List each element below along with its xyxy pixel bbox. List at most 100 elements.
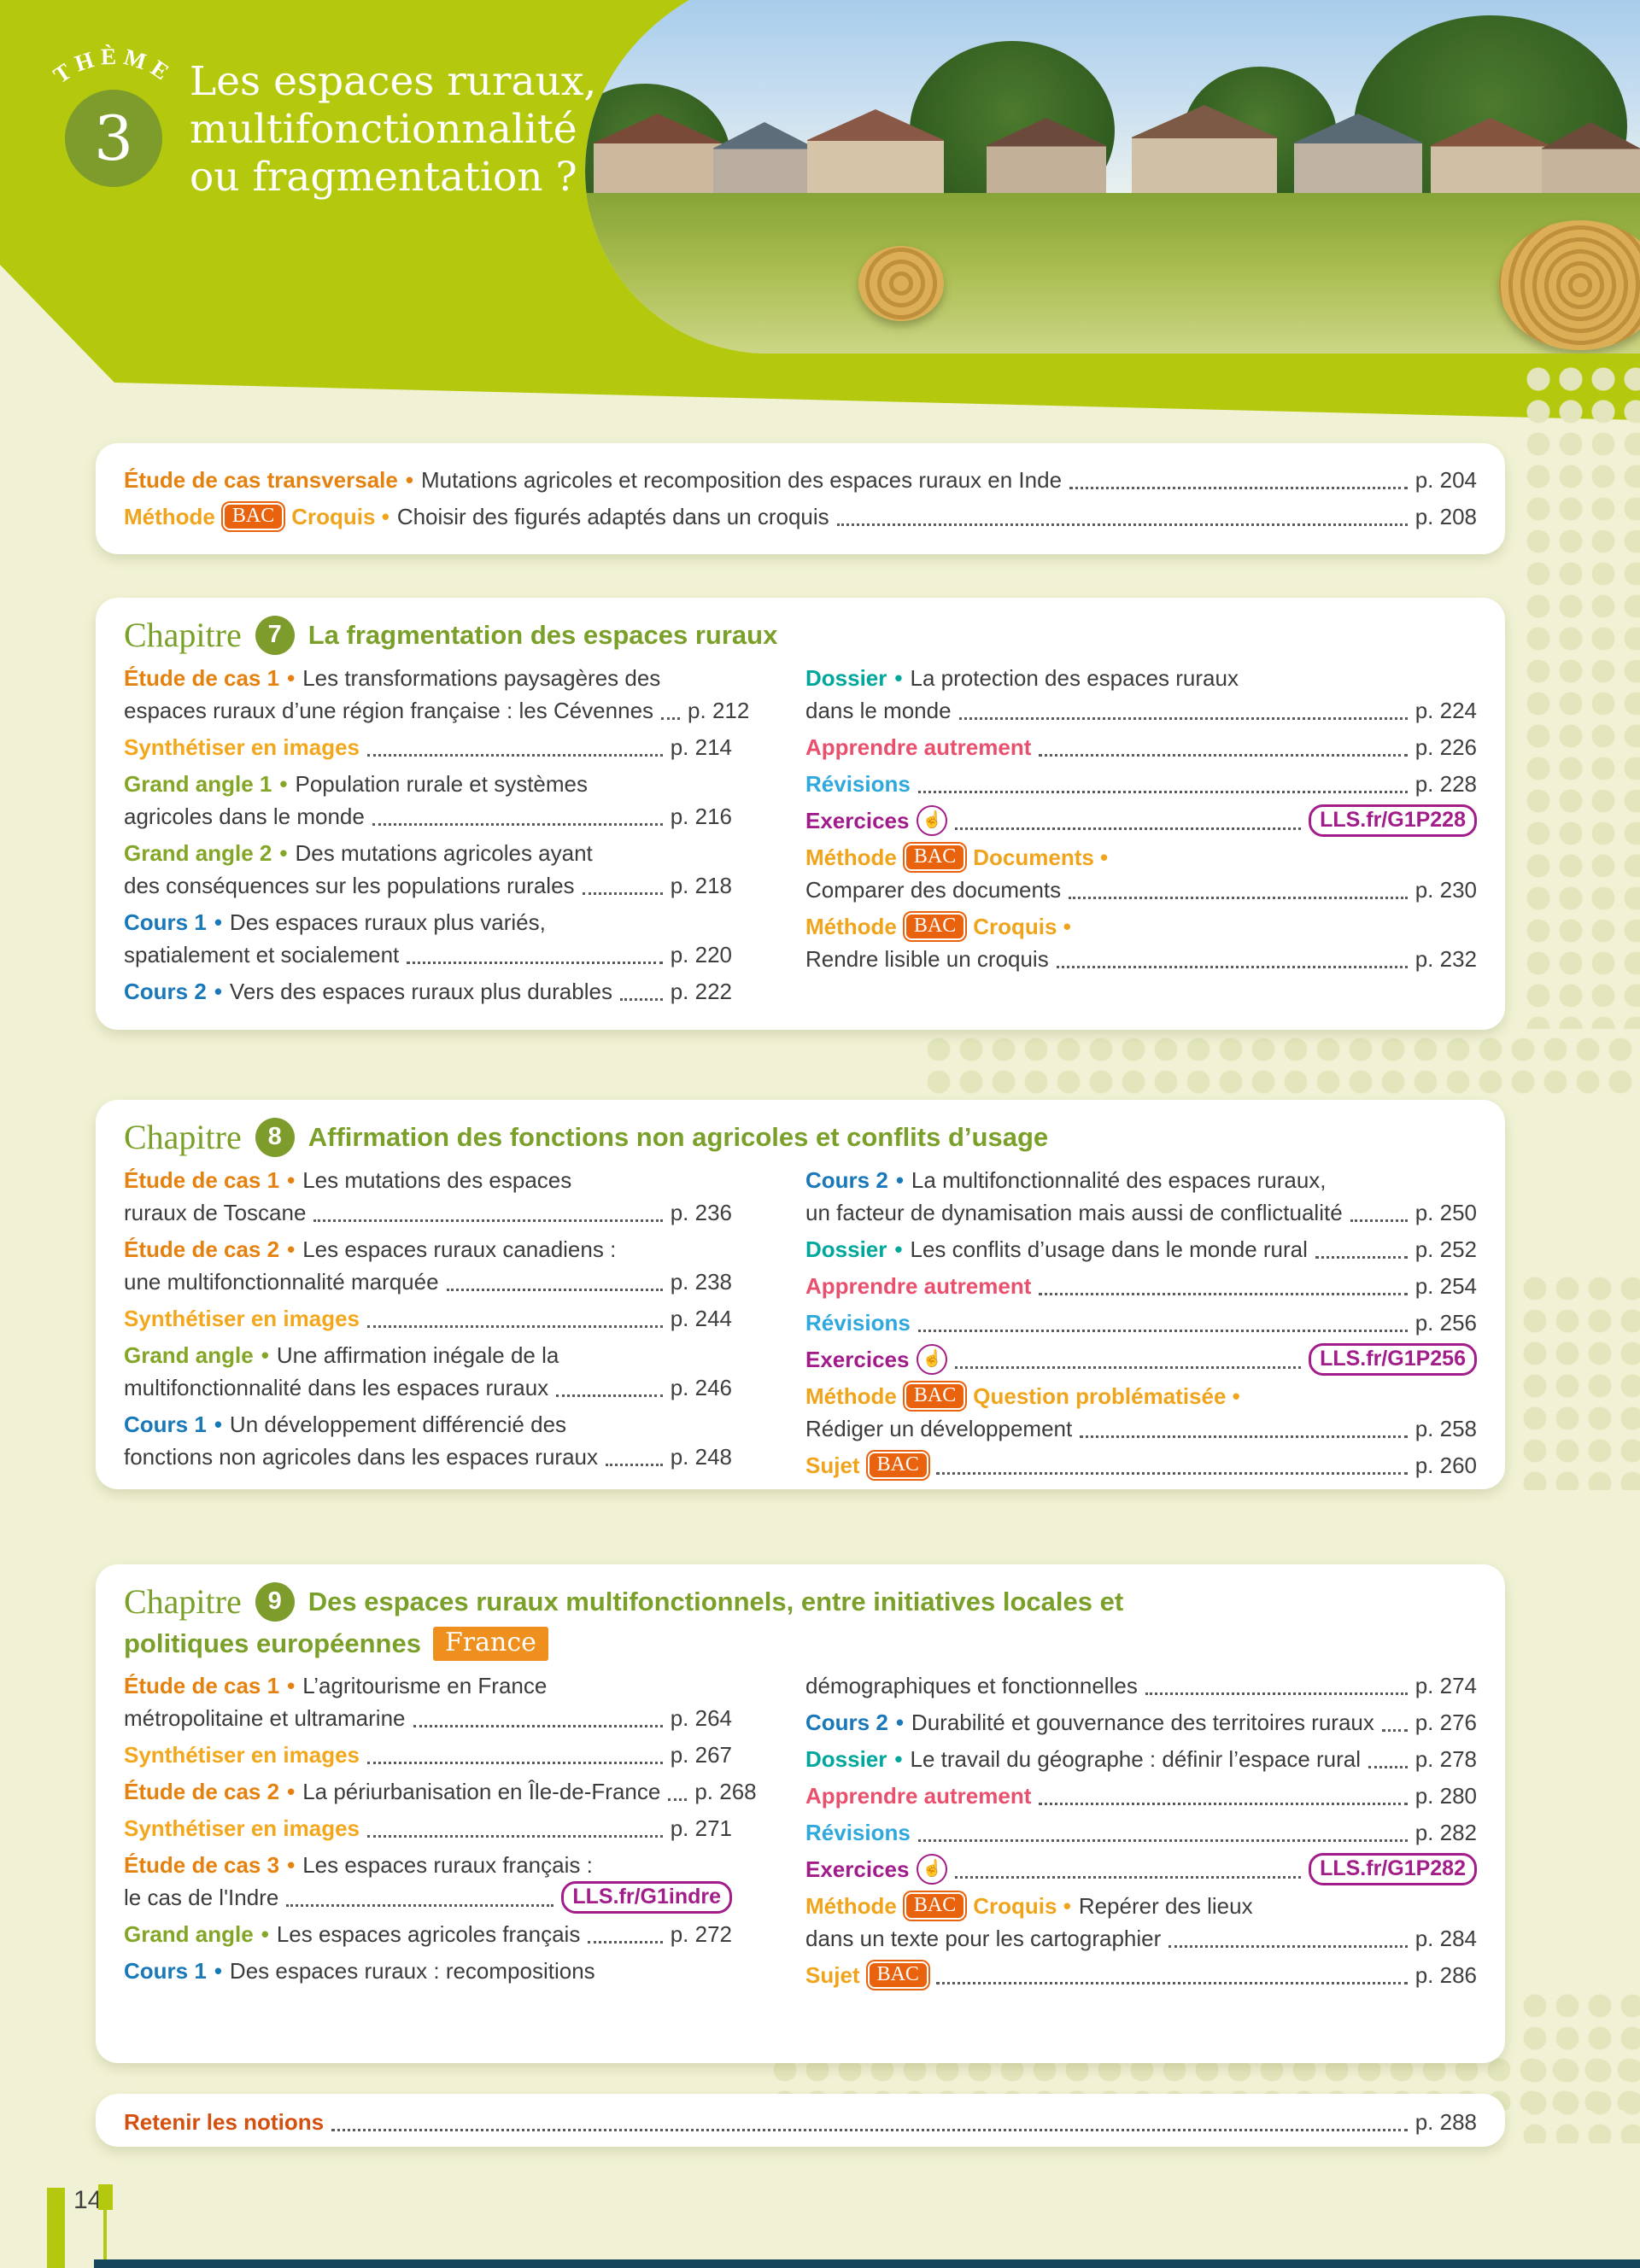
toc-entry-line: Méthode BAC Croquis • [805,910,1477,943]
entry-page-number[interactable]: p. 204 [1414,467,1477,493]
chapter-word: Chapitre [124,616,242,654]
lls-link-badge[interactable]: LLS.fr/G1indre [561,1881,732,1914]
entry-page-number[interactable]: p. 258 [1414,1416,1477,1441]
toc-entry: Exercices ☝ LLS.fr/G1P228 [805,804,1477,837]
entry-label[interactable]: Grand angle 1 [124,771,272,797]
entry-label[interactable]: Méthode [805,1383,897,1409]
entry-page-number[interactable]: p. 286 [1414,1962,1477,1988]
entry-page-number[interactable]: p. 282 [1414,1820,1477,1845]
entry-label[interactable]: Cours 1 [124,1412,207,1437]
entry-label[interactable]: Étude de cas transversale [124,467,398,493]
entry-label[interactable]: Méthode [805,914,897,939]
entry-label[interactable]: Apprendre autrement [805,1273,1032,1299]
entry-page-number[interactable]: p. 278 [1414,1746,1477,1772]
entry-label[interactable]: Synthétiser en images [124,1742,360,1768]
entry-page-number[interactable]: p. 267 [670,1742,732,1768]
entry-page-number[interactable]: p. 228 [1414,771,1477,797]
entry-page-number[interactable]: p. 272 [670,1921,732,1947]
entry-label[interactable]: Grand angle [124,1921,254,1947]
lls-link-badge[interactable]: LLS.fr/G1P282 [1309,1853,1477,1885]
entry-label[interactable]: Exercices [805,1347,910,1372]
entry-page-number[interactable]: p. 226 [1414,734,1477,760]
entry-label[interactable]: Dossier [805,1746,887,1772]
entry-page-number[interactable]: p. 230 [1414,877,1477,903]
entry-page-number[interactable]: p. 208 [1414,504,1477,529]
entry-label[interactable]: Étude de cas 1 [124,665,280,691]
entry-label[interactable]: Grand angle [124,1342,254,1368]
entry-label[interactable]: Révisions [805,1310,911,1336]
entry-label[interactable]: Dossier [805,1236,887,1262]
bac-badge: BAC [867,1452,928,1479]
entry-page-number[interactable]: p. 268 [694,1779,757,1804]
entry-page-number[interactable]: p. 224 [1414,698,1477,723]
entry-page-number[interactable]: p. 214 [670,734,732,760]
entry-page-number[interactable]: p. 220 [670,942,732,967]
entry-page-number[interactable]: p. 284 [1414,1926,1477,1951]
entry-page-number[interactable]: p. 256 [1414,1310,1477,1336]
entry-page-number[interactable]: p. 252 [1414,1236,1477,1262]
toc-entry-line: dans le monde p. 224 [805,694,1477,727]
toc-entry: Synthétiser en images p. 244 [124,1302,732,1335]
entry-page-number[interactable]: p. 288 [1414,2109,1477,2135]
page-title-line: ou fragmentation ? [190,154,577,201]
entry-page-number[interactable]: p. 260 [1414,1453,1477,1478]
entry-page-number[interactable]: p. 244 [670,1306,732,1331]
entry-page-number[interactable]: p. 264 [670,1705,732,1731]
entry-label[interactable]: Retenir les notions [124,2109,325,2135]
entry-label[interactable]: Étude de cas 2 [124,1779,280,1804]
entry-page-number[interactable]: p. 274 [1414,1673,1477,1698]
entry-label[interactable]: Étude de cas 1 [124,1673,280,1698]
entry-text: le cas de l'Indre [124,1885,279,1910]
toc-entry-line: Grand angle 2 • Des mutations agricoles … [124,837,732,869]
entry-page-number[interactable]: p. 248 [670,1444,732,1470]
entry-text: Des espaces ruraux : recompositions [229,1958,595,1984]
entry-label[interactable]: Apprendre autrement [805,734,1032,760]
entry-label[interactable]: Cours 2 [805,1167,888,1193]
entry-page-number[interactable]: p. 280 [1414,1783,1477,1809]
entry-page-number[interactable]: p. 246 [670,1375,732,1400]
entry-page-number[interactable]: p. 238 [670,1269,732,1295]
entry-page-number[interactable]: p. 222 [670,979,732,1004]
entry-page-number[interactable]: p. 218 [670,873,732,898]
entry-page-number[interactable]: p. 250 [1414,1200,1477,1225]
entry-label[interactable]: Sujet [805,1962,860,1988]
entry-label[interactable]: Méthode [805,1893,897,1919]
entry-label[interactable]: Révisions [805,1820,911,1845]
entry-label[interactable]: Cours 1 [124,909,207,935]
lls-link-badge[interactable]: LLS.fr/G1P256 [1309,1343,1477,1376]
bullet-separator: • [287,1167,296,1193]
entry-page-number[interactable]: p. 216 [670,804,732,829]
entry-label[interactable]: Étude de cas 1 [124,1167,280,1193]
entry-label[interactable]: Exercices [805,808,910,833]
entry-page-number[interactable]: p. 276 [1414,1710,1477,1735]
entry-label[interactable]: Grand angle 2 [124,840,272,866]
entry-page-number[interactable]: p. 271 [670,1815,732,1841]
entry-label[interactable]: Sujet [805,1453,860,1478]
dots-pattern [922,1033,1640,1098]
entry-label[interactable]: Synthétiser en images [124,1815,360,1841]
entry-label[interactable]: Synthétiser en images [124,1306,360,1331]
entry-label[interactable]: Cours 2 [124,979,207,1004]
footer-green-line [103,2210,107,2268]
toc-entry-line: une multifonctionnalité marquée p. 238 [124,1266,732,1298]
entry-text: Les espaces agricoles français [276,1921,581,1947]
entry-label[interactable]: Méthode [805,845,897,870]
entry-label[interactable]: Exercices [805,1856,910,1882]
entry-page-number[interactable]: p. 212 [688,698,750,723]
entry-label[interactable]: Étude de cas 3 [124,1852,280,1878]
entry-label[interactable]: Dossier [805,665,887,691]
lls-link-badge[interactable]: LLS.fr/G1P228 [1309,804,1477,837]
entry-page-number[interactable]: p. 254 [1414,1273,1477,1299]
toc-entry: Étude de cas 1 • Les transformations pay… [124,662,749,727]
toc-entry-line: démographiques et fonctionnelles p. 274 [805,1669,1477,1702]
entry-label[interactable]: Révisions [805,771,911,797]
entry-label[interactable]: Synthétiser en images [124,734,360,760]
entry-label[interactable]: Cours 1 [124,1958,207,1984]
entry-label[interactable]: Étude de cas 2 [124,1236,280,1262]
entry-page-number[interactable]: p. 236 [670,1200,732,1225]
entry-page-number[interactable]: p. 232 [1414,946,1477,972]
entry-label[interactable]: Apprendre autrement [805,1783,1032,1809]
entry-label[interactable]: Méthode [124,504,215,529]
entry-label[interactable]: Cours 2 [805,1710,888,1735]
entry-text: L’agritourisme en France [302,1673,548,1698]
